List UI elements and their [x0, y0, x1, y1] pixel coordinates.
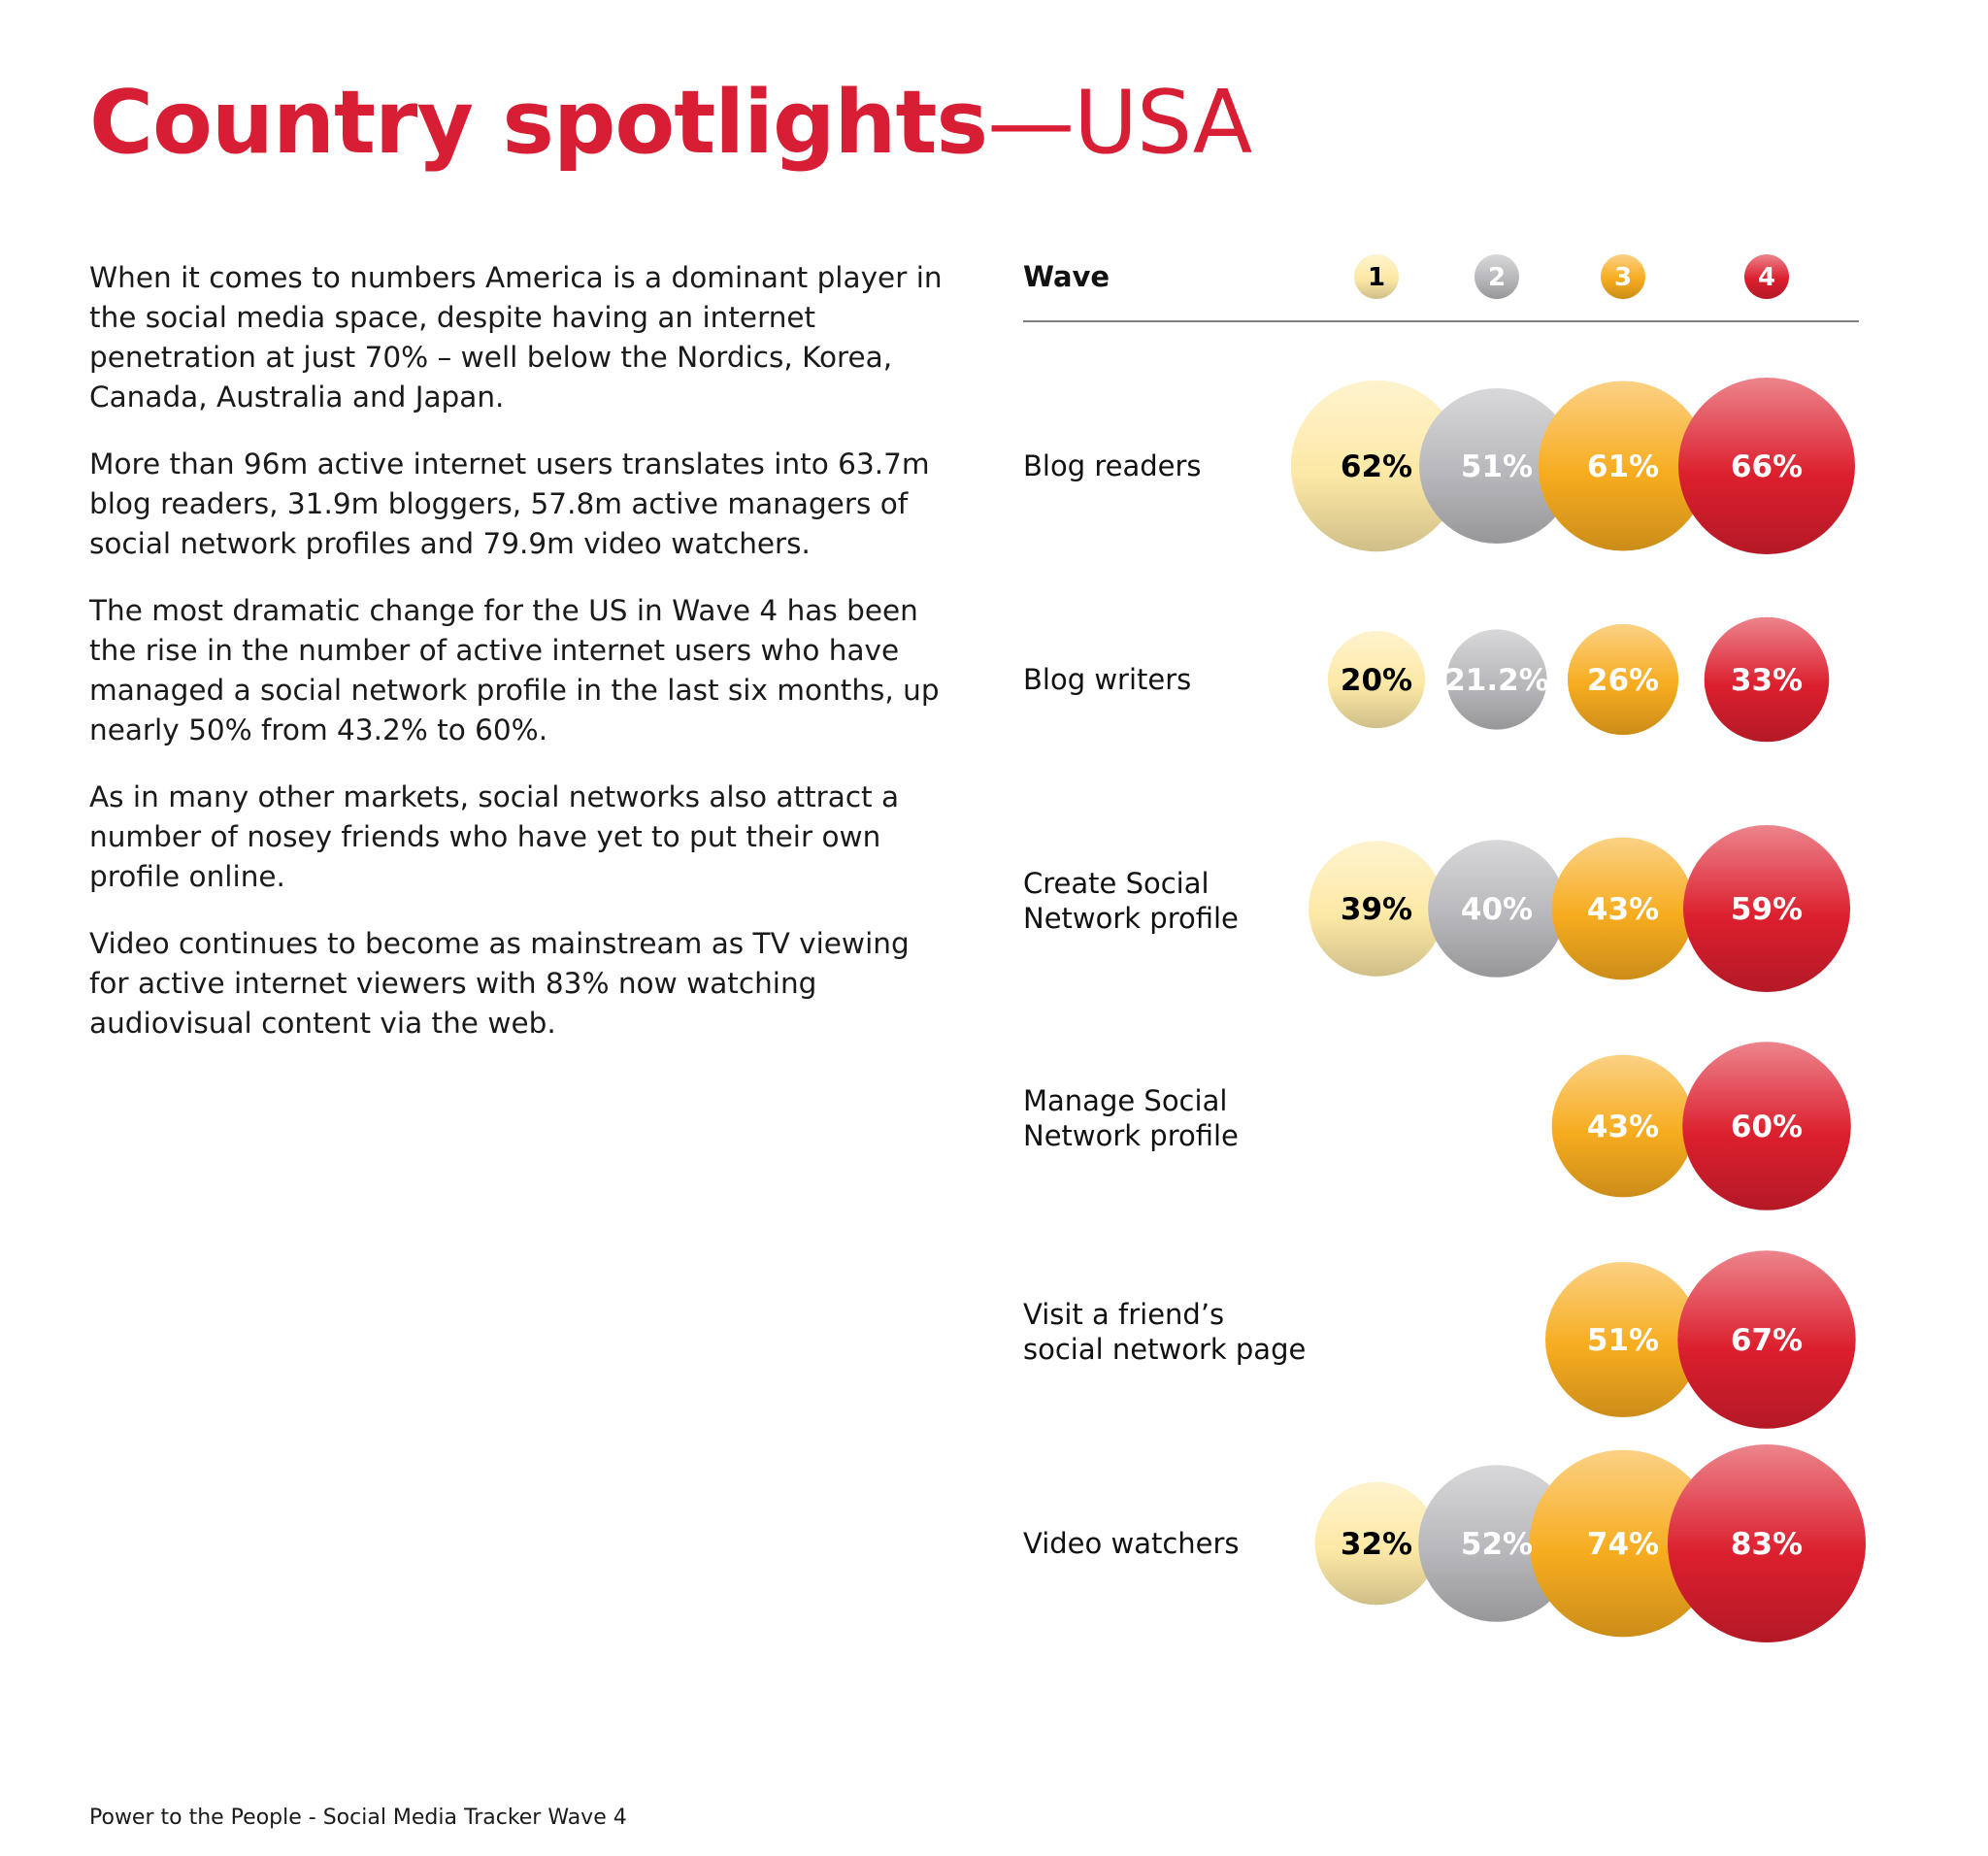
wave-3-marker [1601, 254, 1645, 299]
bubble-row6-wave3 [1529, 1449, 1717, 1638]
value-label-row6-wave3: 74% [1587, 1527, 1659, 1562]
bubble-row6-wave1 [1314, 1481, 1439, 1606]
page-title-country: —USA [987, 72, 1252, 174]
row-label-line: Video watchers [1023, 1527, 1240, 1560]
value-label-row3-wave2: 40% [1461, 892, 1533, 927]
value-label-row3-wave4: 59% [1731, 892, 1803, 927]
row-label-4: Manage Social Network profile [1023, 1084, 1239, 1152]
bubble-row1-wave2 [1419, 388, 1574, 544]
row-label-3: Create Social Network profile [1023, 867, 1239, 935]
row-label-line: Create Social [1023, 867, 1209, 900]
wave-4-number: 4 [1758, 263, 1775, 292]
paragraph-4: As in many other markets, social network… [89, 780, 900, 893]
value-label-row4-wave4: 60% [1731, 1110, 1803, 1144]
wave-header-label: Wave [1023, 260, 1110, 293]
bubble-row4-wave4 [1682, 1042, 1851, 1210]
row-label-line: Network profile [1023, 1119, 1239, 1152]
bubble-row5-wave3 [1545, 1262, 1701, 1417]
row-label-line: Network profile [1023, 902, 1239, 935]
wave-3-number: 3 [1614, 263, 1632, 292]
value-label-row2-wave2: 21.2% [1444, 663, 1549, 698]
paragraph-2: More than 96m active internet users tran… [89, 447, 930, 560]
paragraph-1: When it comes to numbers America is a do… [89, 261, 943, 414]
value-label-row2-wave4: 33% [1731, 663, 1803, 698]
wave-1-marker [1354, 254, 1399, 299]
row-label-line: Manage Social [1023, 1084, 1227, 1117]
value-label-row1-wave4: 66% [1731, 449, 1803, 484]
page-title-main: Country spotlights [89, 72, 988, 174]
wave-2-number: 2 [1488, 263, 1506, 292]
value-label-row1-wave2: 51% [1461, 449, 1533, 484]
wave-1-number: 1 [1368, 263, 1385, 292]
value-label-row1-wave1: 62% [1341, 449, 1412, 484]
bubble-row1-wave3 [1538, 381, 1708, 551]
value-label-row4-wave3: 43% [1587, 1110, 1659, 1144]
row-label-1: Blog readers [1023, 449, 1202, 482]
bubble-row3-wave2 [1428, 840, 1566, 978]
row-label-line: Blog readers [1023, 449, 1202, 482]
row-label-5: Visit a friend’s social network page [1023, 1298, 1306, 1366]
bubble-row3-wave1 [1309, 841, 1444, 977]
bubble-row1-wave1 [1290, 380, 1463, 552]
bubble-row5-wave4 [1677, 1250, 1856, 1429]
value-label-row5-wave3: 51% [1587, 1323, 1659, 1358]
wave-bubble-chart: Wave 1 2 3 4 Blog readers 62% 51% 61% 66% Blog wri… [1023, 254, 1866, 1642]
body-text: When it comes to numbers America is a do… [89, 258, 944, 1071]
bubble-row2-wave4 [1704, 616, 1830, 743]
value-label-row3-wave1: 39% [1341, 892, 1412, 927]
bubble-row2-wave1 [1327, 630, 1426, 729]
bubble-row2-wave2 [1446, 629, 1547, 730]
row-label-2: Blog writers [1023, 663, 1191, 696]
bubble-row2-wave3 [1567, 623, 1679, 736]
row-label-6: Video watchers [1023, 1527, 1240, 1560]
paragraph-5: Video continues to become as mainstream … [89, 927, 910, 1040]
footer-text: Power to the People - Social Media Track… [89, 1806, 627, 1830]
row-label-line: Visit a friend’s [1023, 1298, 1224, 1331]
wave-2-marker [1474, 254, 1519, 299]
bubble-row6-wave4 [1668, 1444, 1866, 1642]
row-label-line: Blog writers [1023, 663, 1191, 696]
row-label-line: social network page [1023, 1333, 1306, 1366]
bubble-row3-wave3 [1551, 837, 1695, 980]
bubble-row1-wave4 [1678, 378, 1855, 554]
paragraph-3: The most dramatic change for the US in W… [89, 594, 940, 746]
value-label-row6-wave2: 52% [1461, 1527, 1533, 1562]
value-label-row5-wave4: 67% [1731, 1323, 1803, 1358]
value-label-row6-wave4: 83% [1731, 1527, 1803, 1562]
value-label-row2-wave1: 20% [1341, 663, 1412, 698]
value-label-row3-wave3: 43% [1587, 892, 1659, 927]
bubble-row4-wave3 [1551, 1054, 1695, 1198]
bubble-row3-wave4 [1683, 825, 1850, 992]
value-label-row6-wave1: 32% [1341, 1527, 1412, 1562]
wave-4-marker [1744, 254, 1789, 299]
page-title: Country spotlights—USA [89, 70, 1252, 177]
value-label-row2-wave3: 26% [1587, 663, 1659, 698]
value-label-row1-wave3: 61% [1587, 449, 1659, 484]
bubble-row6-wave2 [1418, 1465, 1575, 1622]
